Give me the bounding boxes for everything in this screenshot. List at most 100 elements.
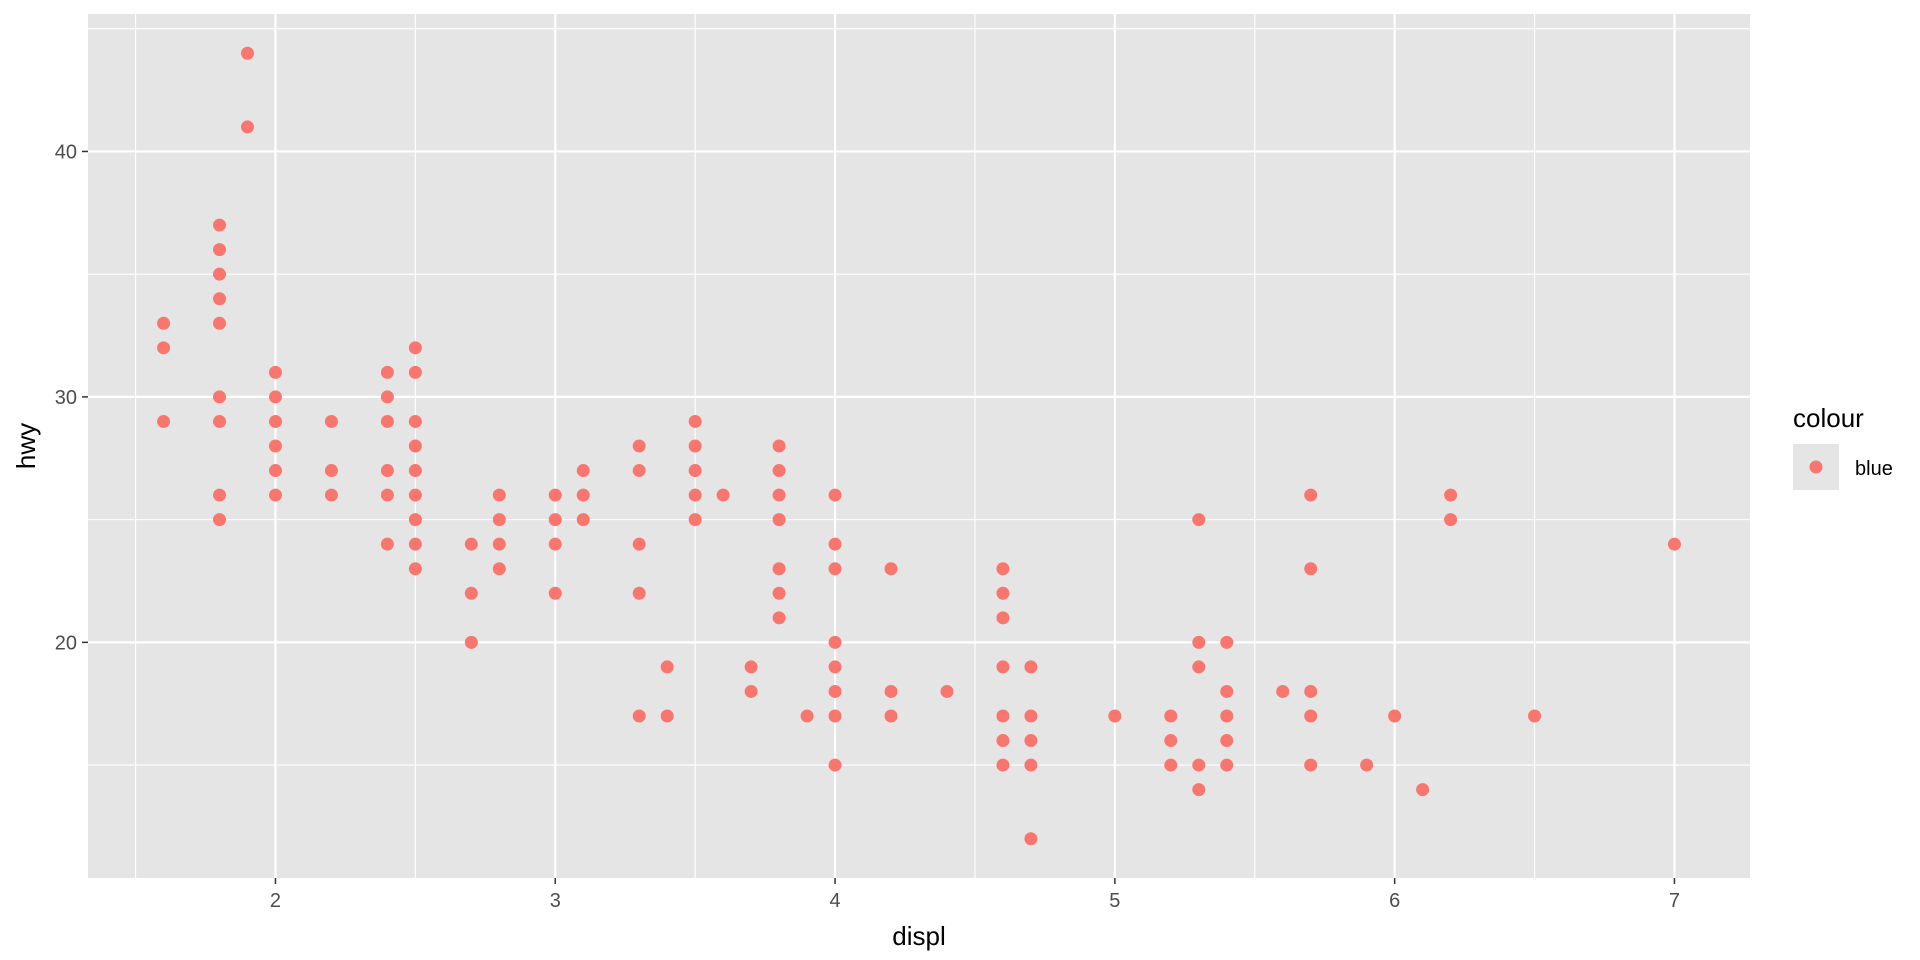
- minor-gridlines: [88, 14, 1750, 878]
- data-point: [1192, 513, 1206, 527]
- data-point: [213, 243, 227, 257]
- data-point: [548, 513, 562, 527]
- data-point: [1304, 562, 1318, 576]
- y-tick-label: 30: [55, 387, 77, 409]
- data-point: [1276, 684, 1290, 698]
- data-point: [996, 660, 1010, 674]
- data-point: [576, 464, 590, 478]
- data-point: [1164, 709, 1178, 723]
- data-point: [213, 218, 227, 232]
- data-point: [380, 414, 394, 428]
- data-point: [716, 488, 730, 502]
- data-points: [157, 46, 1681, 846]
- data-point: [380, 365, 394, 379]
- data-point: [1192, 635, 1206, 649]
- data-point: [996, 734, 1010, 748]
- data-point: [1024, 709, 1038, 723]
- data-point: [492, 513, 506, 527]
- data-point: [1192, 660, 1206, 674]
- data-point: [1220, 758, 1234, 772]
- data-point: [828, 660, 842, 674]
- data-point: [940, 684, 954, 698]
- data-point: [632, 586, 646, 600]
- y-axis: 20 30 40: [55, 141, 88, 654]
- data-point: [1304, 709, 1318, 723]
- data-point: [1304, 758, 1318, 772]
- data-point: [380, 537, 394, 551]
- x-axis-title: displ: [892, 921, 945, 951]
- data-point: [1388, 709, 1402, 723]
- data-point: [828, 562, 842, 576]
- y-tick-label: 40: [55, 141, 77, 163]
- data-point: [213, 316, 227, 330]
- data-point: [1528, 709, 1542, 723]
- data-point: [408, 537, 422, 551]
- data-point: [1220, 709, 1234, 723]
- data-point: [1024, 734, 1038, 748]
- data-point: [688, 414, 702, 428]
- data-point: [492, 537, 506, 551]
- data-point: [1444, 513, 1458, 527]
- x-tick-label: 5: [1109, 890, 1120, 912]
- data-point: [380, 488, 394, 502]
- data-point: [660, 660, 674, 674]
- data-point: [828, 709, 842, 723]
- data-point: [1164, 734, 1178, 748]
- data-point: [772, 488, 786, 502]
- data-point: [380, 390, 394, 404]
- data-point: [408, 488, 422, 502]
- data-point: [1444, 488, 1458, 502]
- legend-key-point: [1809, 460, 1823, 474]
- data-point: [800, 709, 814, 723]
- data-point: [408, 513, 422, 527]
- data-point: [240, 46, 254, 60]
- data-point: [492, 488, 506, 502]
- data-point: [632, 439, 646, 453]
- y-axis-title: hwy: [11, 423, 41, 469]
- data-point: [632, 464, 646, 478]
- data-point: [1416, 783, 1430, 797]
- data-point: [157, 414, 171, 428]
- data-point: [1304, 488, 1318, 502]
- data-point: [1024, 832, 1038, 846]
- data-point: [492, 562, 506, 576]
- data-point: [408, 562, 422, 576]
- data-point: [548, 488, 562, 502]
- data-point: [772, 439, 786, 453]
- data-point: [884, 709, 898, 723]
- data-point: [464, 635, 478, 649]
- data-point: [996, 758, 1010, 772]
- legend-title: colour: [1793, 403, 1864, 433]
- x-tick-label: 7: [1669, 890, 1680, 912]
- data-point: [213, 267, 227, 281]
- data-point: [772, 513, 786, 527]
- data-point: [1192, 758, 1206, 772]
- data-point: [828, 488, 842, 502]
- data-point: [1220, 734, 1234, 748]
- data-point: [548, 537, 562, 551]
- x-tick-label: 4: [829, 890, 840, 912]
- data-point: [660, 709, 674, 723]
- data-point: [576, 488, 590, 502]
- data-point: [688, 488, 702, 502]
- data-point: [576, 513, 590, 527]
- data-point: [996, 709, 1010, 723]
- data-point: [213, 488, 227, 502]
- data-point: [1024, 758, 1038, 772]
- data-point: [772, 611, 786, 625]
- data-point: [744, 684, 758, 698]
- data-point: [380, 464, 394, 478]
- data-point: [828, 537, 842, 551]
- data-point: [884, 684, 898, 698]
- data-point: [213, 292, 227, 306]
- data-point: [324, 464, 338, 478]
- data-point: [828, 684, 842, 698]
- data-point: [1220, 684, 1234, 698]
- data-point: [688, 464, 702, 478]
- data-point: [213, 390, 227, 404]
- x-tick-label: 6: [1389, 890, 1400, 912]
- data-point: [268, 390, 282, 404]
- data-point: [157, 316, 171, 330]
- x-tick-label: 3: [550, 890, 561, 912]
